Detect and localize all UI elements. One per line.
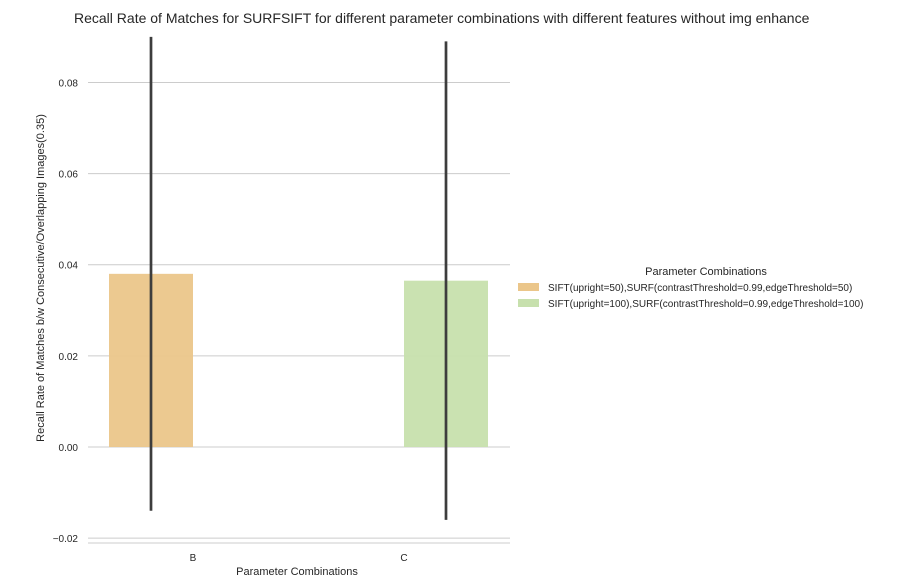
legend-title: Parameter Combinations <box>645 266 767 278</box>
y-tick-label: 0.00 <box>59 443 79 454</box>
error-bars <box>149 36 448 520</box>
legend-swatch <box>518 299 539 307</box>
y-tick-label: 0.04 <box>59 261 79 272</box>
y-tick-label: 0.02 <box>59 352 79 363</box>
y-axis-label: Recall Rate of Matches b/w Consecutive/O… <box>35 114 47 442</box>
legend-entry: SIFT(upright=100),SURF(contrastThreshold… <box>548 299 863 310</box>
y-tick-label: 0.08 <box>59 78 79 89</box>
y-tick-label: −0.02 <box>53 534 79 545</box>
x-tick-label: C <box>400 553 407 564</box>
legend-swatch <box>518 283 539 291</box>
legend: Parameter Combinations SIFT(upright=50),… <box>518 266 863 310</box>
y-ticks: −0.02 0.00 0.02 0.04 0.06 0.08 <box>53 78 79 545</box>
legend-entry: SIFT(upright=50),SURF(contrastThreshold=… <box>548 283 852 294</box>
bars <box>109 273 488 447</box>
y-tick-label: 0.06 <box>59 170 79 181</box>
x-tick-label: B <box>190 553 197 564</box>
x-axis-label: Parameter Combinations <box>236 566 358 576</box>
chart-title: Recall Rate of Matches for SURFSIFT for … <box>74 10 810 26</box>
